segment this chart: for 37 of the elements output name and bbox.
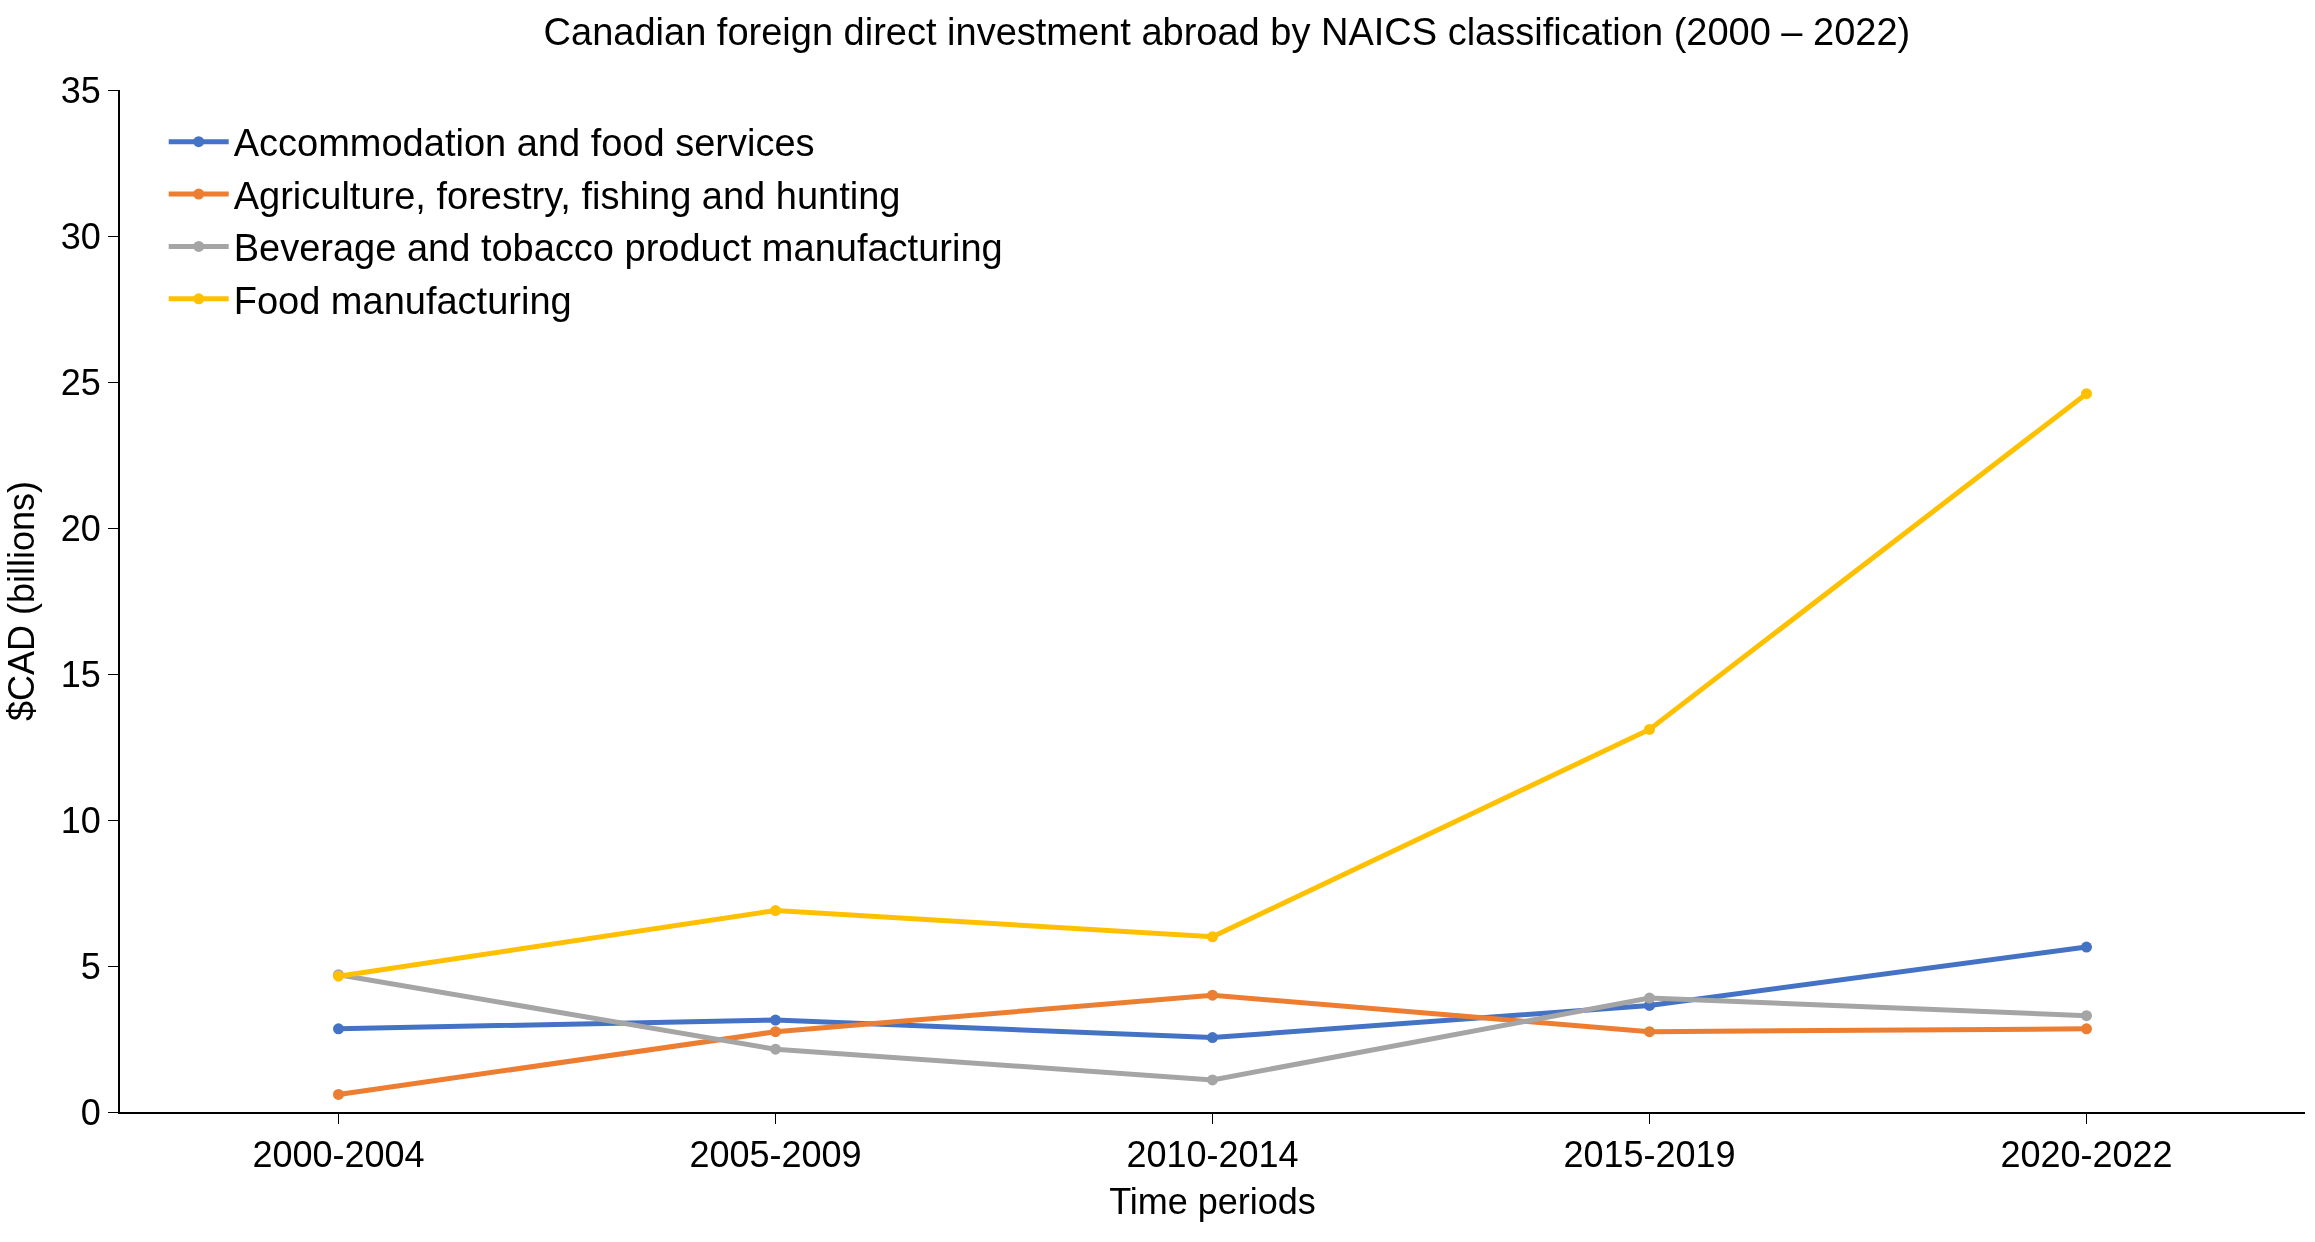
point: [770, 905, 781, 917]
y-tick-label: 25: [60, 361, 101, 403]
point: [1644, 723, 1655, 735]
y-tick-label: 5: [80, 945, 101, 987]
y-tick-label: 10: [60, 799, 101, 841]
y-tick-label: 15: [60, 653, 101, 695]
point: [770, 1043, 781, 1055]
point: [2081, 1010, 2092, 1022]
point: [1207, 989, 1218, 1001]
point: [1207, 1032, 1218, 1044]
x-tick-label: 2005-2009: [689, 1134, 862, 1176]
point: [1644, 1026, 1655, 1038]
point: [2081, 941, 2092, 953]
point: [1207, 1074, 1218, 1086]
point: [1207, 931, 1218, 943]
point: [333, 1023, 344, 1035]
point: [770, 1026, 781, 1038]
y-tick-label: 35: [60, 69, 101, 111]
x-tick-label: 2010-2014: [1126, 1134, 1299, 1176]
point: [2081, 1023, 2092, 1035]
y-tick-label: 20: [60, 507, 101, 549]
chart-title: Canadian foreign direct investment abroad by NAICS classification (2000 – 2022): [543, 11, 1911, 54]
x-axis-title: Time periods: [1109, 1181, 1316, 1223]
y-tick-label: 30: [60, 215, 101, 257]
x-tick-label: 2000-2004: [252, 1134, 425, 1176]
legend-label: Agriculture, forestry, fishing and hunting: [233, 174, 901, 217]
point: [2081, 388, 2092, 400]
point: [1644, 992, 1655, 1004]
legend-label: Food manufacturing: [233, 279, 572, 322]
y-tick-label: 0: [80, 1091, 101, 1133]
legend-label: Beverage and tobacco product manufacturing: [233, 227, 1003, 270]
legend-label: Accommodation and food services: [233, 122, 815, 165]
point: [770, 1014, 781, 1026]
x-tick-label: 2020-2022: [2000, 1134, 2173, 1176]
point: [333, 1088, 344, 1100]
x-tick-label: 2015-2019: [1563, 1134, 1736, 1176]
y-axis-title: $CAD (billions): [1, 480, 43, 722]
